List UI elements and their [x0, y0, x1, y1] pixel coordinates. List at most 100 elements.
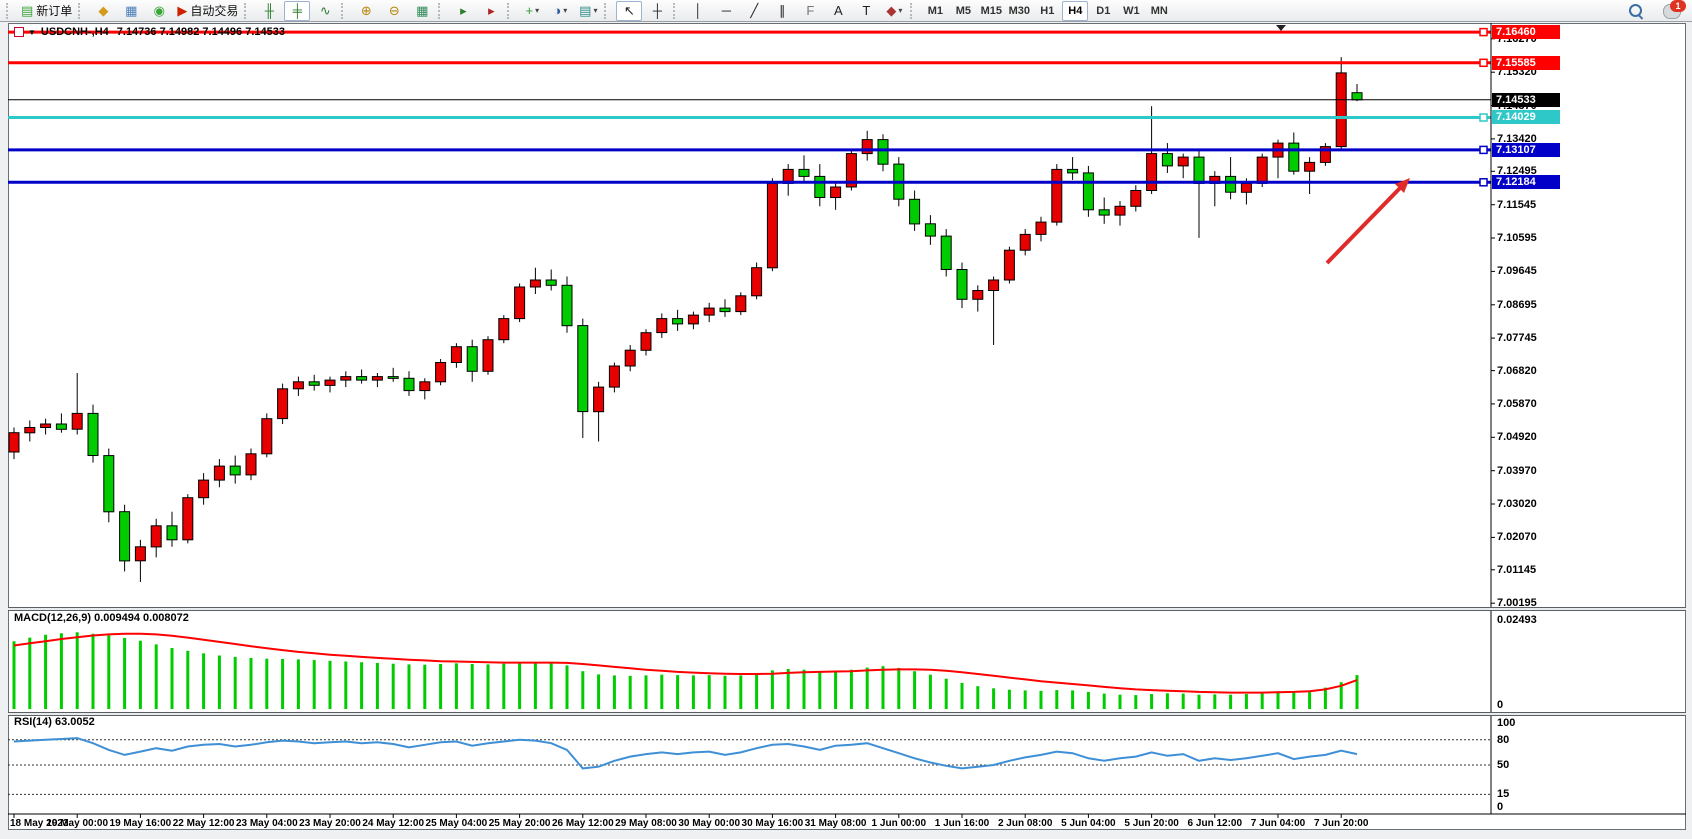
- macd-scale-max: 0.02493: [1497, 614, 1537, 626]
- fibonacci-icon[interactable]: F: [797, 1, 823, 21]
- timeframe-M30[interactable]: M30: [1008, 4, 1031, 17]
- price-axis-label: 7.10595: [1497, 232, 1537, 245]
- time-axis-label: 29 May 08:00: [615, 818, 677, 829]
- rsi-scale-label: 80: [1497, 734, 1510, 746]
- macd-label: MACD(12,26,9) 0.009494 0.008072: [14, 612, 189, 624]
- chevron-down-icon[interactable]: ▾: [535, 5, 540, 15]
- chevron-down-icon[interactable]: ▾: [563, 5, 568, 15]
- horizontal-line-icon: ─: [721, 2, 731, 18]
- rsi-scale-label: 15: [1497, 788, 1510, 800]
- line-chart-icon[interactable]: ∿: [312, 1, 338, 21]
- periods-icon[interactable]: ◑ ▾: [547, 1, 573, 21]
- macd-pane-separator[interactable]: [8, 607, 1686, 611]
- data-window-icon[interactable]: ▦: [118, 1, 144, 21]
- text-icon[interactable]: A: [825, 1, 851, 21]
- toolbar-group-handle: [78, 2, 85, 19]
- price-axis-label: 7.12495: [1497, 165, 1537, 178]
- level-line-cyan-badge[interactable]: 7.14029: [1492, 110, 1560, 125]
- timeframe-M5[interactable]: M5: [955, 4, 971, 17]
- auto-scroll-icon: ▸: [460, 2, 467, 18]
- timeframe-W1[interactable]: W1: [1123, 4, 1140, 17]
- notifications-button[interactable]: 1: [1659, 0, 1686, 21]
- price-axis-label: 7.08695: [1497, 298, 1537, 311]
- timeframe-D1[interactable]: D1: [1096, 4, 1111, 17]
- navigator-icon[interactable]: ◉: [146, 1, 172, 21]
- timeframe-H1[interactable]: H1: [1040, 4, 1055, 17]
- zoom-out-icon[interactable]: ⊖: [381, 1, 407, 21]
- periods-icon: ◑: [553, 2, 562, 18]
- trendline-icon[interactable]: ╱: [741, 1, 767, 21]
- zoom-in-icon[interactable]: ⊕: [353, 1, 379, 21]
- time-axis-label: 5 Jun 04:00: [1061, 818, 1116, 829]
- auto-scroll-icon[interactable]: ▸: [450, 1, 476, 21]
- time-axis-label: 19 May 16:00: [109, 818, 172, 829]
- collapse-icon[interactable]: ▼: [28, 27, 36, 37]
- time-axis-label: 19 May 00:00: [46, 818, 109, 829]
- candlestick-chart-icon: ╪: [292, 2, 302, 18]
- time-axis-label: 24 May 12:00: [362, 818, 425, 829]
- indicators-icon: +: [525, 2, 534, 18]
- time-axis-label: 30 May 16:00: [741, 818, 804, 829]
- label-icon[interactable]: T: [853, 1, 879, 21]
- arrows-icon[interactable]: ◆ ▾: [881, 1, 907, 21]
- bar-chart-icon[interactable]: ╫: [256, 1, 282, 21]
- cursor-icon[interactable]: ↖: [616, 0, 643, 21]
- rsi-scale-label: 100: [1497, 717, 1516, 729]
- timeframe-M1[interactable]: M1: [927, 4, 943, 17]
- line-chart-icon: ∿: [319, 2, 331, 18]
- support-line-2-badge[interactable]: 7.12184: [1492, 175, 1560, 190]
- chart-window[interactable]: [8, 23, 1686, 830]
- chart-shift-icon[interactable]: ▸: [478, 1, 504, 21]
- price-axis-label: 7.03020: [1497, 498, 1537, 510]
- support-line-1-badge[interactable]: 7.13107: [1492, 142, 1560, 157]
- vertical-line-icon[interactable]: │: [685, 1, 711, 21]
- search-button[interactable]: [1625, 1, 1657, 21]
- arrows-icon: ◆: [886, 2, 897, 18]
- resistance-line-1-badge[interactable]: 7.16460: [1492, 25, 1560, 40]
- price-axis-label: 7.05870: [1497, 397, 1537, 410]
- new-order-icon: ▤: [21, 2, 34, 18]
- zoom-out-icon: ⊖: [388, 2, 400, 18]
- channel-icon[interactable]: ∥: [769, 1, 795, 21]
- time-axis-label: 22 May 12:00: [172, 818, 235, 829]
- bar-chart-icon: ╫: [264, 2, 274, 18]
- price-axis-label: 7.09645: [1497, 265, 1537, 278]
- rsi-scale-label: 50: [1497, 759, 1510, 771]
- ohlc-readout: 7.14736 7.14982 7.14496 7.14533: [116, 26, 285, 38]
- autotrading-button[interactable]: ▶ 自动交易: [174, 1, 241, 21]
- price-axis-label: 7.02070: [1497, 531, 1537, 544]
- time-axis-label: 6 Jun 12:00: [1187, 818, 1243, 829]
- crosshair-icon: ┼: [652, 2, 662, 18]
- price-axis-label: 7.11545: [1497, 198, 1537, 211]
- time-axis-label: 1 Jun 00:00: [871, 818, 927, 829]
- resistance-line-2-badge[interactable]: 7.15585: [1492, 55, 1560, 70]
- current-price-line-badge[interactable]: 7.14533: [1492, 92, 1560, 107]
- horizontal-line-icon[interactable]: ─: [713, 1, 739, 21]
- new-order-button[interactable]: ▤ 新订单: [18, 1, 75, 21]
- timeframe-M15[interactable]: M15: [980, 4, 1003, 17]
- price-axis-label: 7.06820: [1497, 364, 1537, 377]
- templates-icon[interactable]: ▤ ▾: [575, 1, 601, 21]
- chart-shift-icon: ▸: [488, 2, 495, 18]
- timeframe-H4[interactable]: H4: [1062, 0, 1089, 21]
- toolbar-group-handle: [910, 2, 917, 19]
- indicators-icon[interactable]: + ▾: [519, 1, 545, 21]
- toolbar-group-handle: [604, 2, 611, 19]
- rsi-pane-separator[interactable]: [8, 712, 1686, 716]
- timeframe-MN[interactable]: MN: [1150, 4, 1168, 17]
- toolbar-group-handle: [6, 2, 13, 19]
- chevron-down-icon[interactable]: ▾: [593, 5, 598, 15]
- price-axis-label: 7.13420: [1497, 132, 1537, 145]
- toolbar-group-handle: [341, 2, 348, 19]
- candlestick-chart-icon[interactable]: ╪: [284, 0, 311, 21]
- time-axis-label: 25 May 20:00: [488, 818, 551, 829]
- notification-badge: 1: [1670, 0, 1686, 12]
- tile-windows-icon[interactable]: ▦: [409, 1, 435, 21]
- chevron-down-icon[interactable]: ▾: [898, 5, 903, 15]
- crosshair-icon[interactable]: ┼: [644, 1, 670, 21]
- time-axis-label: 31 May 08:00: [804, 818, 867, 829]
- time-axis-label: 1 Jun 16:00: [934, 818, 990, 829]
- market-watch-icon[interactable]: ◆: [90, 1, 116, 21]
- rsi-scale-label: 0: [1497, 801, 1504, 813]
- channel-icon: ∥: [779, 2, 786, 18]
